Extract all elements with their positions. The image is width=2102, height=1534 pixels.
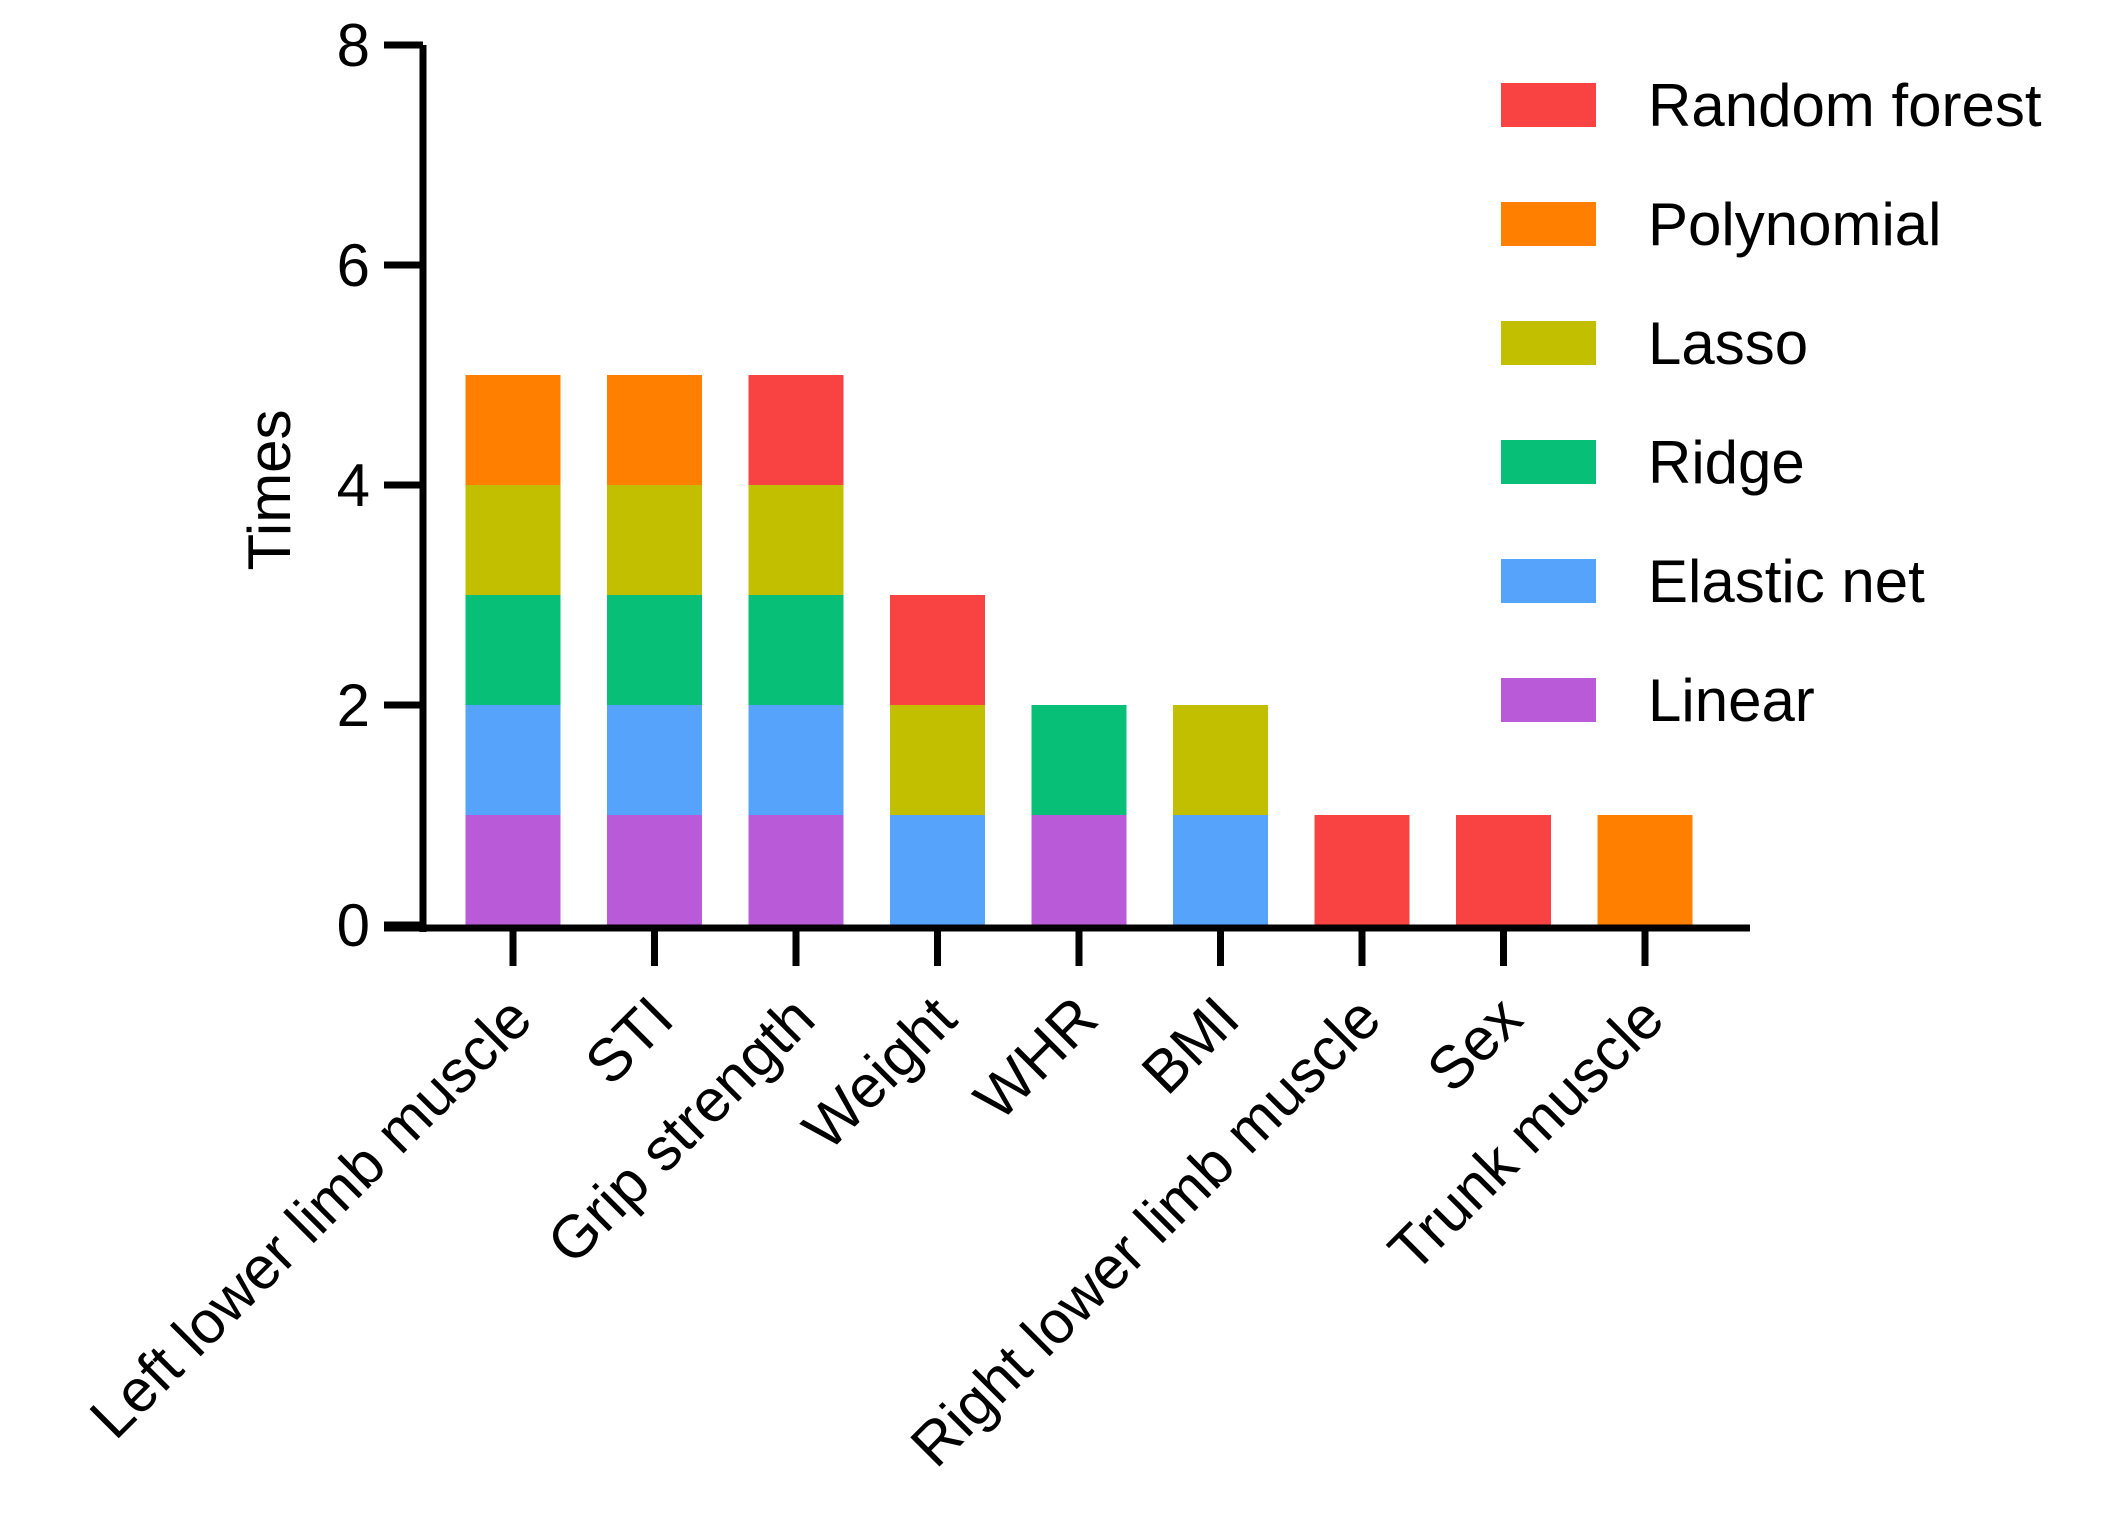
bar-weight-elastic-net: [890, 815, 985, 925]
bar-sti-lasso: [607, 485, 702, 595]
bar-sti-elastic-net: [607, 705, 702, 815]
x-tick-label-whr: WHR: [961, 984, 1110, 1133]
legend-swatch-linear: [1501, 678, 1596, 722]
bar-sex-random-forest: [1456, 815, 1551, 925]
bar-sti-ridge: [607, 595, 702, 705]
bars-layer: [465, 375, 1693, 925]
x-tick-label-sti: STI: [572, 984, 685, 1097]
legend-label-lasso: Lasso: [1648, 310, 1808, 377]
y-tick-label: 8: [337, 12, 370, 79]
legend-label-elastic-net: Elastic net: [1648, 548, 1925, 615]
bar-bmi-lasso: [1173, 705, 1268, 815]
legend: Random forest Polynomial Lasso Ridge Elastic…: [1501, 72, 2042, 734]
y-axis-title: Times: [236, 409, 303, 570]
y-tick-label: 4: [337, 452, 370, 519]
bar-grip-strength-ridge: [748, 595, 844, 705]
legend-label-polynomial: Polynomial: [1648, 191, 1941, 258]
bar-weight-lasso: [890, 705, 985, 815]
legend-label-random-forest: Random forest: [1648, 72, 2042, 139]
bar-weight-random-forest: [890, 595, 985, 705]
bar-left-lower-limb-muscle-lasso: [465, 485, 561, 595]
x-tick-label-left-lower-limb-muscle: Left lower limb muscle: [77, 984, 544, 1451]
bar-grip-strength-lasso: [748, 485, 844, 595]
x-tick-label-bmi: BMI: [1129, 984, 1252, 1107]
legend-swatch-random-forest: [1501, 83, 1596, 127]
y-tick-label: 0: [337, 892, 370, 959]
legend-label-ridge: Ridge: [1648, 429, 1805, 496]
bar-left-lower-limb-muscle-ridge: [465, 595, 561, 705]
bar-left-lower-limb-muscle-linear: [465, 815, 561, 925]
bar-left-lower-limb-muscle-elastic-net: [465, 705, 561, 815]
y-tick-label: 2: [337, 672, 370, 739]
bar-grip-strength-linear: [748, 815, 844, 925]
bar-bmi-elastic-net: [1173, 815, 1268, 925]
bar-right-lower-limb-muscle-random-forest: [1314, 815, 1410, 925]
legend-swatch-polynomial: [1501, 202, 1596, 246]
bar-sti-polynomial: [607, 375, 702, 485]
bar-trunk-muscle-polynomial: [1597, 815, 1693, 925]
y-ticks: 0 2 4 6 8: [337, 12, 423, 959]
x-tick-label-weight: Weight: [790, 984, 969, 1163]
legend-swatch-ridge: [1501, 440, 1596, 484]
legend-swatch-elastic-net: [1501, 559, 1596, 603]
y-tick-label: 6: [337, 232, 370, 299]
bar-grip-strength-random-forest: [748, 375, 844, 485]
bar-grip-strength-elastic-net: [748, 705, 844, 815]
legend-label-linear: Linear: [1648, 667, 1815, 734]
bar-whr-linear: [1031, 815, 1127, 925]
bar-sti-linear: [607, 815, 702, 925]
bar-whr-ridge: [1031, 705, 1127, 815]
legend-swatch-lasso: [1501, 321, 1596, 365]
x-tick-label-sex: Sex: [1414, 984, 1534, 1104]
bar-left-lower-limb-muscle-polynomial: [465, 375, 561, 485]
